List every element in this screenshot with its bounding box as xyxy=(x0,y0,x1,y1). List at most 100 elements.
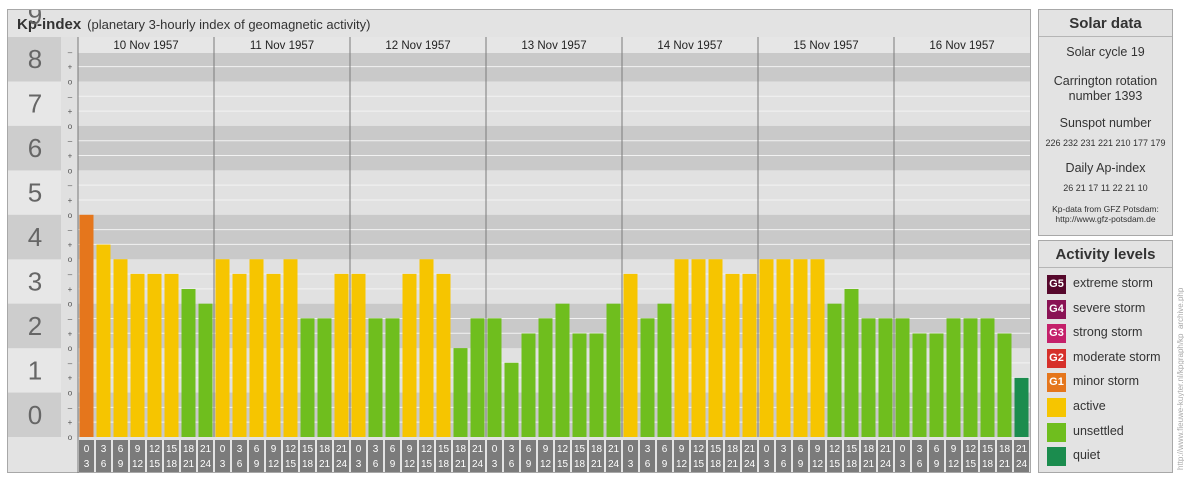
kp-bar xyxy=(181,289,196,437)
hour-tick-start: 12 xyxy=(557,444,569,455)
hour-tick-start: 3 xyxy=(509,444,515,455)
kp-bar xyxy=(572,333,587,437)
solar-data-title: Solar data xyxy=(1039,10,1172,37)
hour-tick-start: 12 xyxy=(965,444,977,455)
hour-tick-end: 3 xyxy=(220,459,226,470)
minor-tick-label: o xyxy=(68,166,73,175)
hour-tick-end: 12 xyxy=(132,459,144,470)
y-axis-band xyxy=(8,125,61,171)
hour-tick-box xyxy=(963,440,978,472)
kp-bar xyxy=(164,273,179,437)
plot-band xyxy=(78,81,1030,126)
level-label: quiet xyxy=(1073,448,1101,463)
level-minor-storm: G1 minor storm xyxy=(1047,373,1172,393)
kp-bar xyxy=(674,259,689,437)
kp-bar xyxy=(589,333,604,437)
minor-tick-label: + xyxy=(68,196,73,205)
hour-tick-end: 6 xyxy=(781,459,787,470)
kp-bar xyxy=(606,303,621,437)
hour-tick-box xyxy=(691,440,706,472)
minor-tick-label: o xyxy=(68,211,73,220)
y-tick-label: 4 xyxy=(28,222,42,252)
hour-tick-start: 0 xyxy=(764,444,770,455)
source-link[interactable]: http://www.gfz-potsdam.de xyxy=(1055,214,1156,224)
hour-tick-start: 3 xyxy=(373,444,379,455)
hour-tick-end: 12 xyxy=(812,459,824,470)
kp-bar xyxy=(742,273,757,437)
hour-tick-start: 6 xyxy=(526,444,532,455)
kp-bar xyxy=(657,303,672,437)
hour-tick-box xyxy=(266,440,281,472)
level-swatch: G2 xyxy=(1047,348,1066,368)
hour-tick-box xyxy=(929,440,944,472)
hour-tick-start: 12 xyxy=(829,444,841,455)
minor-tick-label: o xyxy=(68,77,73,86)
kp-bar xyxy=(929,333,944,437)
hour-tick-box xyxy=(283,440,298,472)
hour-tick-end: 24 xyxy=(336,459,348,470)
hour-tick-end: 6 xyxy=(237,459,243,470)
hour-tick-box xyxy=(436,440,451,472)
hour-tick-end: 24 xyxy=(880,459,892,470)
hour-tick-start: 12 xyxy=(421,444,433,455)
hour-tick-end: 21 xyxy=(319,459,331,470)
level-label: strong storm xyxy=(1073,325,1143,340)
hour-tick-end: 6 xyxy=(645,459,651,470)
hour-tick-box xyxy=(317,440,332,472)
y-tick-label: 9 xyxy=(28,10,42,30)
hour-tick-end: 24 xyxy=(1016,459,1028,470)
day-label: 15 Nov 1957 xyxy=(793,40,858,52)
hour-tick-box xyxy=(878,440,893,472)
kp-bar xyxy=(793,259,808,437)
hour-tick-start: 21 xyxy=(200,444,212,455)
credit-url: http://www.fieuwe-kuyter.nl/kpgraph/kp_a… xyxy=(1176,287,1184,470)
hour-tick-end: 24 xyxy=(472,459,484,470)
hour-tick-start: 12 xyxy=(693,444,705,455)
hour-tick-end: 15 xyxy=(421,459,433,470)
solar-data-panel: Solar data Solar cycle 19 Carrington rot… xyxy=(1038,9,1173,236)
kp-bar xyxy=(810,259,825,437)
hour-tick-end: 9 xyxy=(798,459,804,470)
hour-tick-box xyxy=(419,440,434,472)
hour-tick-start: 21 xyxy=(880,444,892,455)
hour-tick-start: 18 xyxy=(863,444,875,455)
hour-tick-start: 18 xyxy=(183,444,195,455)
minor-tick-label: – xyxy=(68,181,73,190)
kp-bar xyxy=(368,318,383,437)
solar-cycle: Solar cycle 19 xyxy=(1066,45,1145,59)
hour-tick-box xyxy=(487,440,502,472)
hour-tick-start: 15 xyxy=(574,444,586,455)
minor-tick-label: o xyxy=(68,433,73,442)
kp-bar xyxy=(725,273,740,437)
hour-tick-box xyxy=(810,440,825,472)
hour-tick-start: 6 xyxy=(798,444,804,455)
kp-bar xyxy=(147,273,162,437)
hour-tick-end: 12 xyxy=(948,459,960,470)
minor-tick-label: – xyxy=(68,226,73,235)
sunspot-title: Sunspot number xyxy=(1059,116,1152,130)
chart-subtitle: (planetary 3-hourly index of geomagnetic… xyxy=(87,17,371,32)
hour-tick-box xyxy=(844,440,859,472)
hour-tick-box xyxy=(453,440,468,472)
hour-tick-box xyxy=(232,440,247,472)
kp-bar xyxy=(385,318,400,437)
kp-bar xyxy=(623,273,638,437)
kp-bar xyxy=(504,362,519,437)
hour-tick-end: 15 xyxy=(557,459,569,470)
hour-tick-box xyxy=(997,440,1012,472)
hour-tick-start: 21 xyxy=(744,444,756,455)
hour-tick-box xyxy=(1014,440,1029,472)
hour-tick-box xyxy=(79,440,94,472)
hour-tick-box xyxy=(827,440,842,472)
hour-tick-box xyxy=(181,440,196,472)
carrington-line-2: number 1393 xyxy=(1068,89,1143,103)
hour-tick-box xyxy=(198,440,213,472)
minor-tick-label: o xyxy=(68,389,73,398)
y-axis-band xyxy=(8,348,61,393)
hour-tick-start: 0 xyxy=(220,444,226,455)
date-band xyxy=(78,37,1030,53)
ap-values: 26 21 17 11 22 21 10 xyxy=(1063,183,1148,193)
minor-tick-label: o xyxy=(68,344,73,353)
hour-tick-box xyxy=(708,440,723,472)
hour-tick-start: 9 xyxy=(271,444,277,455)
